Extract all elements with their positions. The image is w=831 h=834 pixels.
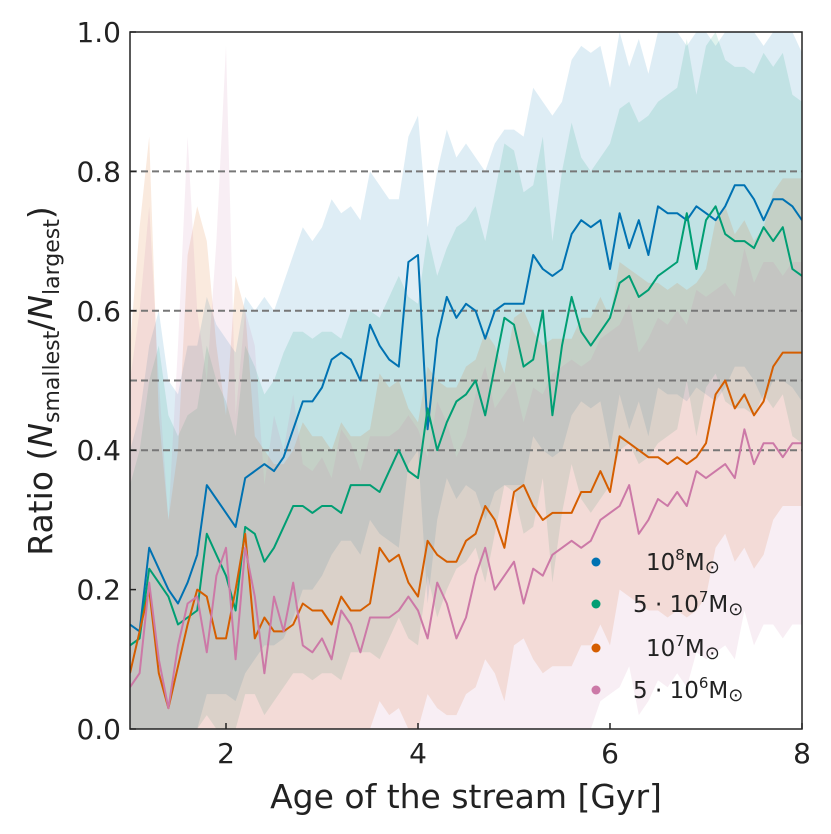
y-tick-label: 0.4: [76, 434, 121, 467]
legend-label-5e6: 5 · 106M⊙: [633, 674, 743, 706]
legend-item-5e6: 5 · 106M⊙: [591, 674, 743, 706]
reference-lines: [130, 170, 802, 452]
y-tick-label: 0.6: [76, 295, 121, 328]
y-tick-label: 0.0: [76, 713, 121, 746]
legend-marker-1e7: [591, 643, 601, 653]
line-1e8: [130, 184, 802, 633]
legend-label-5e7: 5 · 107M⊙: [633, 588, 743, 620]
x-tick-label: 2: [217, 737, 235, 770]
y-title-sub2: largest: [40, 219, 65, 295]
band-5e6: [130, 45, 802, 729]
x-tick-label: 8: [793, 737, 811, 770]
y-title-prefix: Ratio (: [21, 448, 60, 556]
legend-marker-5e7: [591, 599, 601, 609]
legend: 108M⊙ 5 · 107M⊙ 107M⊙ 5 · 106M⊙: [591, 546, 743, 706]
y-tick-label: 0.8: [76, 155, 121, 188]
y-axis-ticks: 0.0 0.2 0.4 0.6 0.8 1.0: [76, 16, 136, 746]
x-axis-title: Age of the stream [Gyr]: [270, 777, 662, 816]
y-title-slash: /: [21, 319, 60, 331]
x-tick-label: 4: [409, 737, 427, 770]
legend-item-5e7: 5 · 107M⊙: [591, 588, 743, 620]
y-tick-label: 0.2: [76, 574, 121, 607]
legend-label-1e7: 107M⊙: [646, 632, 720, 664]
x-axis-ticks: 2 4 6 8: [217, 723, 811, 770]
line-5e6: [130, 428, 802, 710]
line-1e7: [130, 351, 802, 710]
plot-frame: [129, 31, 803, 730]
y-title-sub1: smallest: [40, 330, 65, 423]
y-title-n1: N: [21, 423, 60, 448]
y-axis-title: Ratio (Nsmallest/Nlargest): [21, 206, 65, 556]
legend-label-1e8: 108M⊙: [646, 546, 720, 578]
y-title-suffix: ): [21, 206, 60, 219]
legend-item-1e7: 107M⊙: [591, 632, 720, 664]
series-lines: [130, 184, 802, 710]
x-tick-label: 6: [601, 737, 619, 770]
legend-item-1e8: 108M⊙: [591, 546, 720, 578]
legend-marker-5e6: [591, 685, 601, 695]
y-tick-label: 1.0: [76, 16, 121, 49]
y-title-n2: N: [21, 295, 60, 320]
legend-marker-1e8: [591, 557, 601, 567]
